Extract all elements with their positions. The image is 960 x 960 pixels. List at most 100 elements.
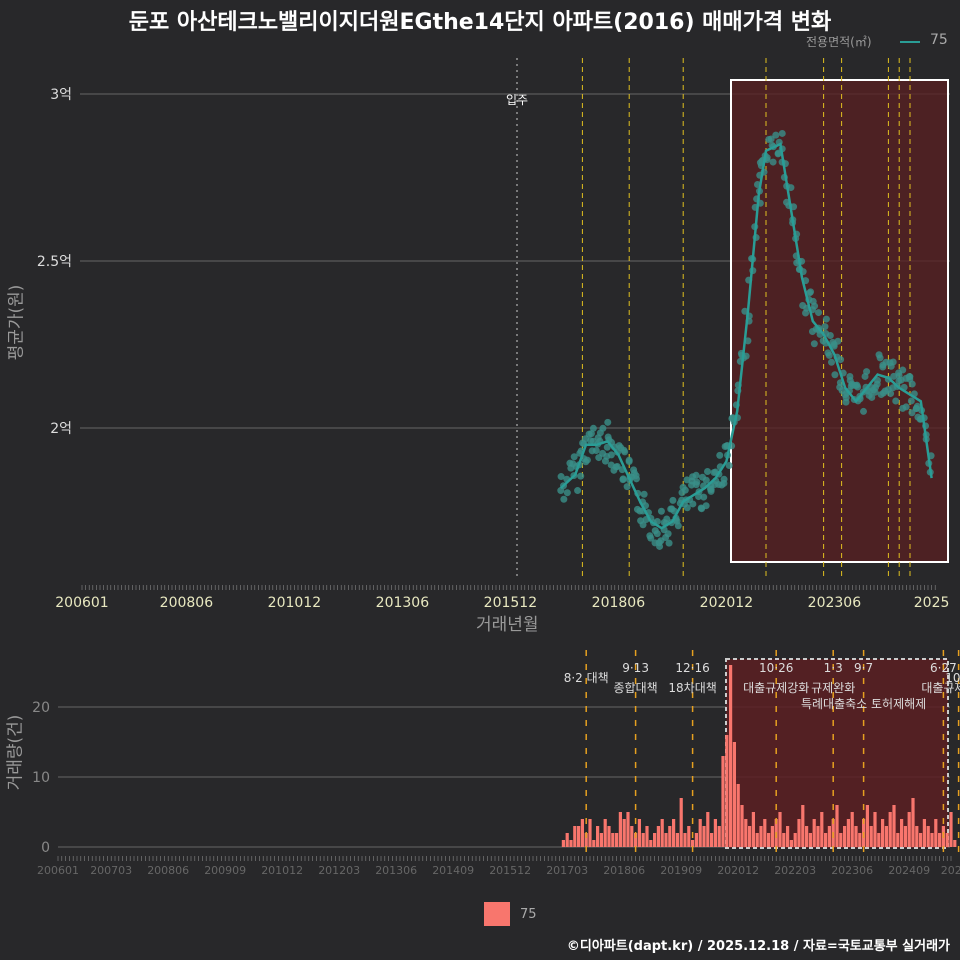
x-tick-label: 202012 bbox=[717, 864, 759, 877]
volume-bar bbox=[561, 840, 565, 847]
data-point bbox=[908, 380, 916, 388]
x-tick-label: 201203 bbox=[318, 864, 360, 877]
volume-bar bbox=[812, 819, 816, 847]
data-point bbox=[619, 476, 627, 484]
volume-bar bbox=[877, 833, 881, 847]
volume-bar bbox=[892, 805, 896, 847]
volume-bar bbox=[755, 833, 759, 847]
x-tick-label: 201703 bbox=[546, 864, 588, 877]
volume-bar bbox=[683, 833, 687, 847]
x-tick-label: 201806 bbox=[603, 864, 645, 877]
data-point bbox=[887, 390, 895, 398]
data-point bbox=[778, 129, 786, 137]
y-tick-label: 10 bbox=[32, 770, 50, 786]
volume-bar bbox=[584, 833, 588, 847]
volume-bar bbox=[786, 826, 790, 847]
volume-bar bbox=[675, 833, 679, 847]
volume-bar bbox=[850, 812, 854, 847]
volume-bar bbox=[664, 833, 668, 847]
volume-bar bbox=[702, 826, 706, 847]
data-point bbox=[707, 485, 715, 493]
policy-label: 9·13 bbox=[622, 661, 649, 675]
volume-bar bbox=[900, 819, 904, 847]
move-in-label: 입주 bbox=[506, 93, 528, 107]
volume-bar bbox=[907, 812, 911, 847]
data-point bbox=[632, 475, 640, 483]
data-point bbox=[692, 471, 700, 479]
volume-bar bbox=[930, 833, 934, 847]
data-point bbox=[826, 332, 834, 340]
legend-bar-swatch bbox=[484, 902, 510, 926]
volume-bar bbox=[630, 826, 634, 847]
volume-bar bbox=[626, 812, 630, 847]
highlight-region bbox=[730, 79, 949, 563]
data-point bbox=[871, 388, 879, 396]
volume-bar bbox=[721, 756, 725, 847]
volume-bar bbox=[732, 742, 736, 847]
volume-bar bbox=[808, 833, 812, 847]
y-axis-title: 평균가(원) bbox=[6, 284, 27, 361]
x-tick-label: 2025 bbox=[941, 864, 960, 877]
volume-bar bbox=[725, 735, 729, 847]
data-point bbox=[640, 490, 648, 498]
x-tick-label: 201306 bbox=[375, 864, 417, 877]
x-tick-label: 200703 bbox=[90, 864, 132, 877]
volume-bar bbox=[748, 826, 752, 847]
data-point bbox=[574, 487, 582, 495]
volume-bar bbox=[881, 819, 885, 847]
volume-bar bbox=[588, 819, 592, 847]
volume-bar bbox=[805, 826, 809, 847]
volume-bar bbox=[569, 840, 573, 847]
policy-sublabel: 대출규제 bbox=[921, 681, 960, 695]
volume-bar bbox=[641, 833, 645, 847]
data-point bbox=[806, 289, 814, 297]
data-point bbox=[665, 539, 673, 547]
data-point bbox=[837, 356, 845, 364]
volume-bar bbox=[660, 819, 664, 847]
volume-bar bbox=[615, 833, 619, 847]
x-tick-label: 202203 bbox=[774, 864, 816, 877]
data-point bbox=[863, 368, 871, 376]
x-tick-label: 201012 bbox=[261, 864, 303, 877]
policy-label: 6·27 bbox=[930, 661, 957, 675]
data-point bbox=[560, 495, 568, 503]
volume-bar bbox=[846, 819, 850, 847]
volume-bar bbox=[884, 826, 888, 847]
volume-bar bbox=[740, 805, 744, 847]
policy-sublabel: 대출규제강화 bbox=[743, 681, 809, 695]
y-tick-label: 3억 bbox=[50, 87, 72, 103]
volume-bar bbox=[599, 833, 603, 847]
data-point bbox=[599, 424, 607, 432]
volume-bar bbox=[668, 826, 672, 847]
volume-bar bbox=[778, 812, 782, 847]
data-point bbox=[674, 522, 682, 530]
chart-title: 둔포 아산테크노밸리이지더원EGthe14단지 아파트(2016) 매매가격 변… bbox=[128, 10, 832, 35]
legend-bar-label: 75 bbox=[520, 907, 537, 922]
data-point bbox=[908, 409, 916, 417]
data-point bbox=[577, 472, 585, 480]
x-tick-label: 202306 bbox=[831, 864, 873, 877]
legend-line-swatch bbox=[900, 41, 920, 43]
data-point bbox=[720, 475, 728, 483]
volume-bar bbox=[903, 826, 907, 847]
volume-bar bbox=[649, 840, 653, 847]
volume-bar bbox=[934, 819, 938, 847]
x-tick-label: 2025 bbox=[914, 595, 950, 611]
data-point bbox=[647, 534, 655, 542]
volume-bar bbox=[843, 826, 847, 847]
data-point bbox=[656, 542, 664, 550]
volume-bar bbox=[919, 833, 923, 847]
footer-credit: ©디아파트(dapt.kr) / 2025.12.18 / 자료=국토교통부 실… bbox=[566, 939, 950, 954]
data-point bbox=[907, 397, 915, 405]
volume-bar bbox=[949, 812, 953, 847]
volume-bar bbox=[717, 826, 721, 847]
data-point bbox=[587, 430, 595, 438]
data-point bbox=[815, 309, 823, 317]
volume-bar bbox=[580, 819, 584, 847]
volume-bar bbox=[911, 798, 915, 847]
data-point bbox=[683, 504, 691, 512]
volume-bar bbox=[694, 833, 698, 847]
volume-bar bbox=[618, 812, 622, 847]
volume-bar bbox=[653, 833, 657, 847]
data-point bbox=[563, 489, 571, 497]
